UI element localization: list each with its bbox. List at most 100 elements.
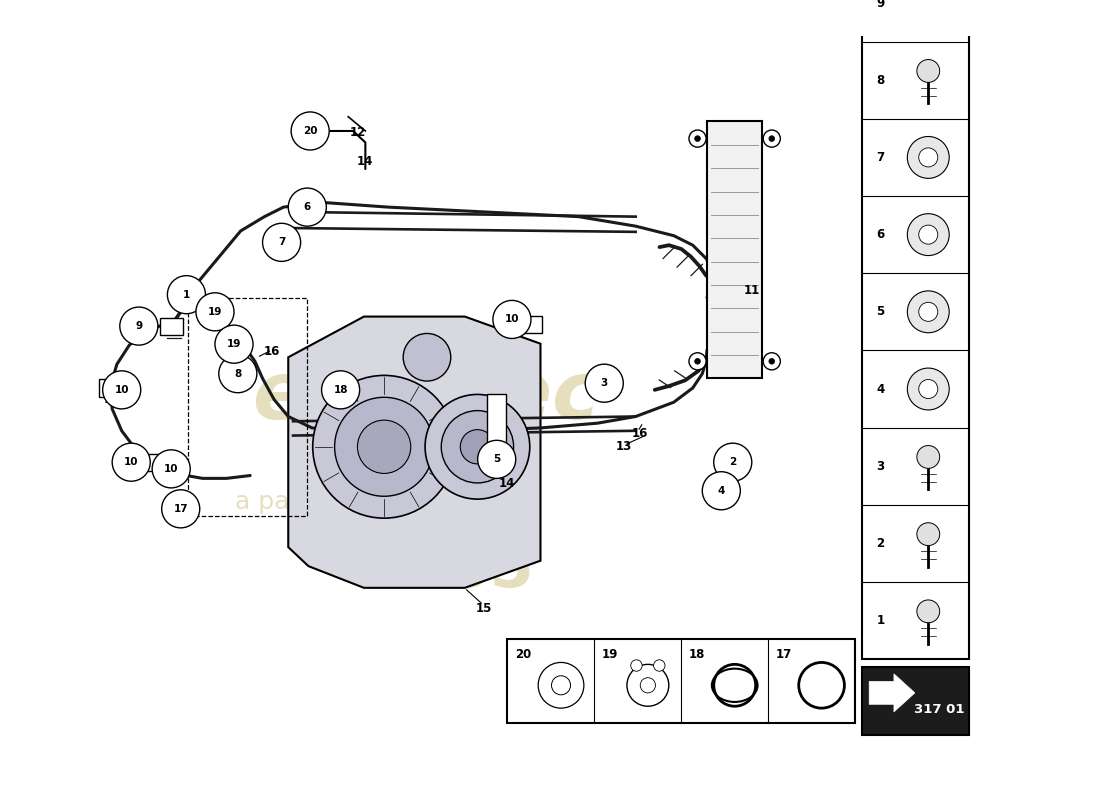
Circle shape [908, 137, 949, 178]
Text: 18: 18 [333, 385, 348, 395]
Text: 3: 3 [601, 378, 608, 388]
Circle shape [585, 364, 624, 402]
Text: 9: 9 [135, 321, 142, 331]
Text: 5: 5 [877, 306, 884, 318]
Circle shape [425, 394, 530, 499]
Text: 11: 11 [744, 284, 760, 298]
Text: 10: 10 [104, 393, 120, 406]
Text: 17: 17 [174, 504, 188, 514]
Text: eurotec: eurotec [252, 358, 601, 437]
Text: 1: 1 [877, 614, 884, 627]
Circle shape [441, 410, 514, 483]
Text: 10: 10 [124, 457, 139, 467]
Circle shape [162, 490, 200, 528]
Text: 3: 3 [877, 460, 884, 473]
Text: 317 01: 317 01 [914, 703, 965, 716]
Circle shape [358, 420, 410, 474]
Text: 10: 10 [114, 385, 129, 395]
Circle shape [695, 358, 701, 364]
Bar [141, 454, 164, 470]
Circle shape [404, 334, 451, 381]
Circle shape [120, 307, 158, 345]
Circle shape [219, 354, 257, 393]
Circle shape [102, 371, 141, 409]
Bar [507, 639, 855, 723]
Circle shape [702, 472, 740, 510]
Text: 19: 19 [208, 307, 222, 317]
Text: 18: 18 [689, 648, 705, 661]
Circle shape [292, 112, 329, 150]
Circle shape [538, 662, 584, 708]
Text: a parts supplier since: a parts supplier since [234, 490, 504, 514]
Text: 2: 2 [729, 457, 736, 467]
Text: 4: 4 [717, 486, 725, 496]
Text: 10: 10 [505, 314, 519, 325]
Text: 20: 20 [302, 126, 318, 136]
Circle shape [493, 300, 531, 338]
Circle shape [763, 353, 780, 370]
Circle shape [695, 136, 701, 142]
Text: 8: 8 [234, 369, 241, 378]
Circle shape [263, 223, 300, 262]
Circle shape [918, 302, 938, 322]
Circle shape [112, 443, 151, 482]
Circle shape [917, 0, 939, 5]
Circle shape [152, 450, 190, 488]
Bar [519, 316, 542, 333]
Text: 17: 17 [776, 648, 792, 661]
Circle shape [551, 676, 571, 695]
Bar [160, 318, 183, 334]
Text: 7: 7 [877, 151, 884, 164]
Text: 9: 9 [877, 0, 884, 10]
Text: 5: 5 [493, 454, 500, 464]
Text: 6: 6 [304, 202, 311, 212]
Circle shape [334, 398, 433, 496]
Text: 7: 7 [278, 238, 285, 247]
Circle shape [714, 443, 751, 482]
Circle shape [908, 214, 949, 255]
Text: 6: 6 [877, 228, 884, 241]
Text: 16: 16 [264, 346, 280, 358]
Circle shape [477, 440, 516, 478]
Circle shape [460, 430, 495, 464]
Circle shape [167, 276, 206, 314]
Circle shape [918, 225, 938, 244]
Polygon shape [869, 674, 915, 712]
Text: 13: 13 [616, 441, 632, 454]
Text: 14: 14 [499, 477, 516, 490]
Circle shape [917, 446, 939, 468]
Circle shape [908, 368, 949, 410]
Circle shape [689, 130, 706, 147]
Circle shape [627, 664, 669, 706]
Text: 12: 12 [350, 126, 366, 139]
Circle shape [640, 678, 656, 693]
Bar [99, 379, 122, 397]
Circle shape [918, 148, 938, 167]
Circle shape [196, 293, 234, 331]
Circle shape [917, 522, 939, 546]
Polygon shape [288, 317, 540, 588]
Text: 19: 19 [602, 648, 618, 661]
Text: 19: 19 [227, 339, 241, 349]
Text: 2: 2 [877, 537, 884, 550]
Circle shape [653, 660, 666, 671]
Text: 1: 1 [183, 290, 190, 300]
Text: 15: 15 [475, 602, 492, 615]
Circle shape [769, 136, 774, 142]
Bar [862, 0, 969, 659]
Circle shape [917, 600, 939, 622]
Bar [862, 667, 969, 735]
Text: 10: 10 [164, 464, 178, 474]
Circle shape [312, 375, 455, 518]
Bar [487, 394, 506, 447]
Circle shape [918, 379, 938, 398]
Bar [188, 298, 307, 517]
Circle shape [288, 188, 327, 226]
Bar [707, 122, 762, 378]
Text: 14: 14 [358, 155, 374, 168]
Circle shape [321, 371, 360, 409]
Text: 20: 20 [515, 648, 531, 661]
Circle shape [630, 660, 642, 671]
Text: 4: 4 [877, 382, 884, 395]
Circle shape [763, 130, 780, 147]
